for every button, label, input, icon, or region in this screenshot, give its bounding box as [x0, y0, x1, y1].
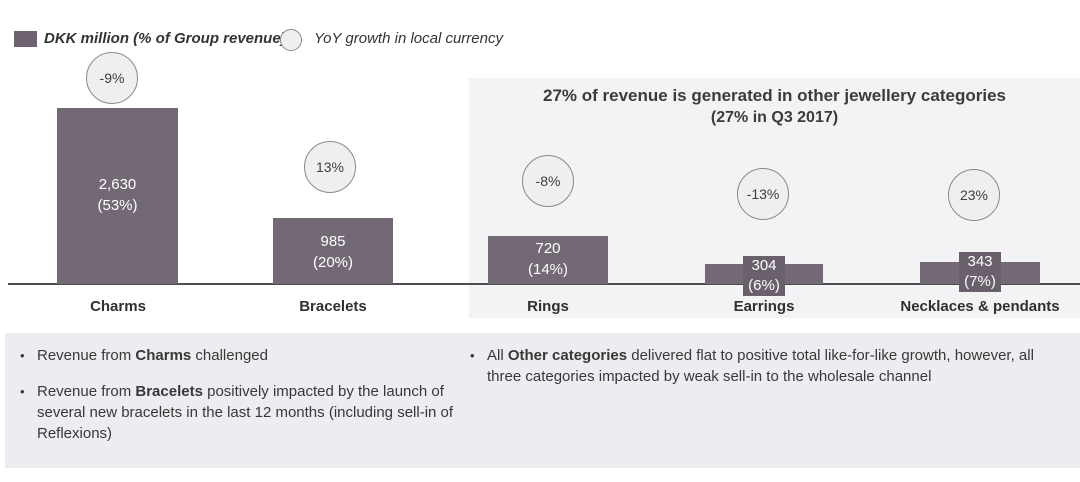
note-charms-text: Revenue from Charms challenged [37, 345, 268, 366]
growth-badge-charms: -9% [86, 52, 138, 104]
note-bracelets-prefix: Revenue from [37, 383, 136, 400]
bar-rings [488, 236, 608, 284]
bullet-icon: • [20, 384, 25, 399]
bar-value-charms-share: (53%) [97, 197, 138, 214]
category-label-charms: Charms [90, 298, 146, 315]
notes-band [5, 333, 1080, 468]
bar-value-bracelets: 985 (20%) [273, 231, 393, 273]
category-label-bracelets: Bracelets [299, 298, 367, 315]
note-bracelets: • Revenue from Bracelets positively impa… [20, 381, 458, 444]
bullet-icon: • [470, 348, 475, 363]
bar-value-rings-share: (14%) [527, 261, 568, 278]
bar-value-earrings: 304 (6%) [743, 256, 785, 296]
growth-badge-earrings: -13% [737, 168, 789, 220]
bar-value-bracelets-share: (20%) [312, 254, 353, 271]
growth-badge-necklaces-pendants: 23% [948, 169, 1000, 221]
bar-value-charms-amount: 2,630 [98, 176, 137, 193]
note-other-categories-text: All Other categories delivered flat to p… [487, 345, 1052, 387]
growth-circle-icon [280, 29, 302, 51]
note-charms-suffix: challenged [191, 347, 268, 364]
note-bracelets-suffix: positively impacted by the launch of sev… [37, 383, 454, 442]
category-label-rings: Rings [527, 298, 569, 315]
note-other-bold: Other categories [507, 347, 628, 364]
bullet-icon: • [20, 348, 25, 363]
category-label-earrings: Earrings [733, 298, 795, 315]
bar-bracelets [273, 218, 393, 284]
highlight-panel-title: 27% of revenue is generated in other jew… [543, 86, 1006, 105]
bar-value-rings: 720 (14%) [488, 238, 608, 280]
bar-swatch-icon [14, 31, 37, 47]
bar-value-earrings-amount: 304 [751, 257, 777, 274]
bar-value-earrings-share: (6%) [748, 277, 780, 294]
notes-right-column: • All Other categories delivered flat to… [470, 345, 1052, 387]
bar-value-necklaces-amount: 343 [967, 253, 993, 270]
bar-value-charms: 2,630 (53%) [57, 174, 178, 216]
category-label-necklaces-pendants: Necklaces & pendants [900, 298, 1060, 315]
bar-value-rings-amount: 720 [535, 240, 561, 257]
note-bracelets-text: Revenue from Bracelets positively impact… [37, 381, 458, 444]
note-charms-prefix: Revenue from [37, 347, 136, 364]
bar-value-necklaces-pendants: 343 (7%) [959, 252, 1001, 292]
bar-value-necklaces-share: (7%) [964, 273, 996, 290]
highlight-panel-subtitle: (27% in Q3 2017) [710, 109, 839, 126]
bar-charms [57, 108, 178, 284]
growth-badge-rings: -8% [522, 155, 574, 207]
note-charms-bold: Charms [135, 347, 192, 364]
legend-bar-label: DKK million (% of Group revenue) [44, 30, 286, 47]
note-bracelets-bold: Bracelets [135, 383, 203, 400]
bar-value-bracelets-amount: 985 [320, 233, 346, 250]
x-axis-line [8, 283, 1080, 285]
notes-left-column: • Revenue from Charms challenged • Reven… [20, 345, 458, 444]
note-other-suffix: delivered flat to positive total like-fo… [487, 347, 1034, 385]
note-other-prefix: All [487, 347, 508, 364]
legend-circle-label: YoY growth in local currency [314, 30, 503, 47]
growth-badge-bracelets: 13% [304, 141, 356, 193]
note-other-categories: • All Other categories delivered flat to… [470, 345, 1052, 387]
note-charms: • Revenue from Charms challenged [20, 345, 458, 366]
